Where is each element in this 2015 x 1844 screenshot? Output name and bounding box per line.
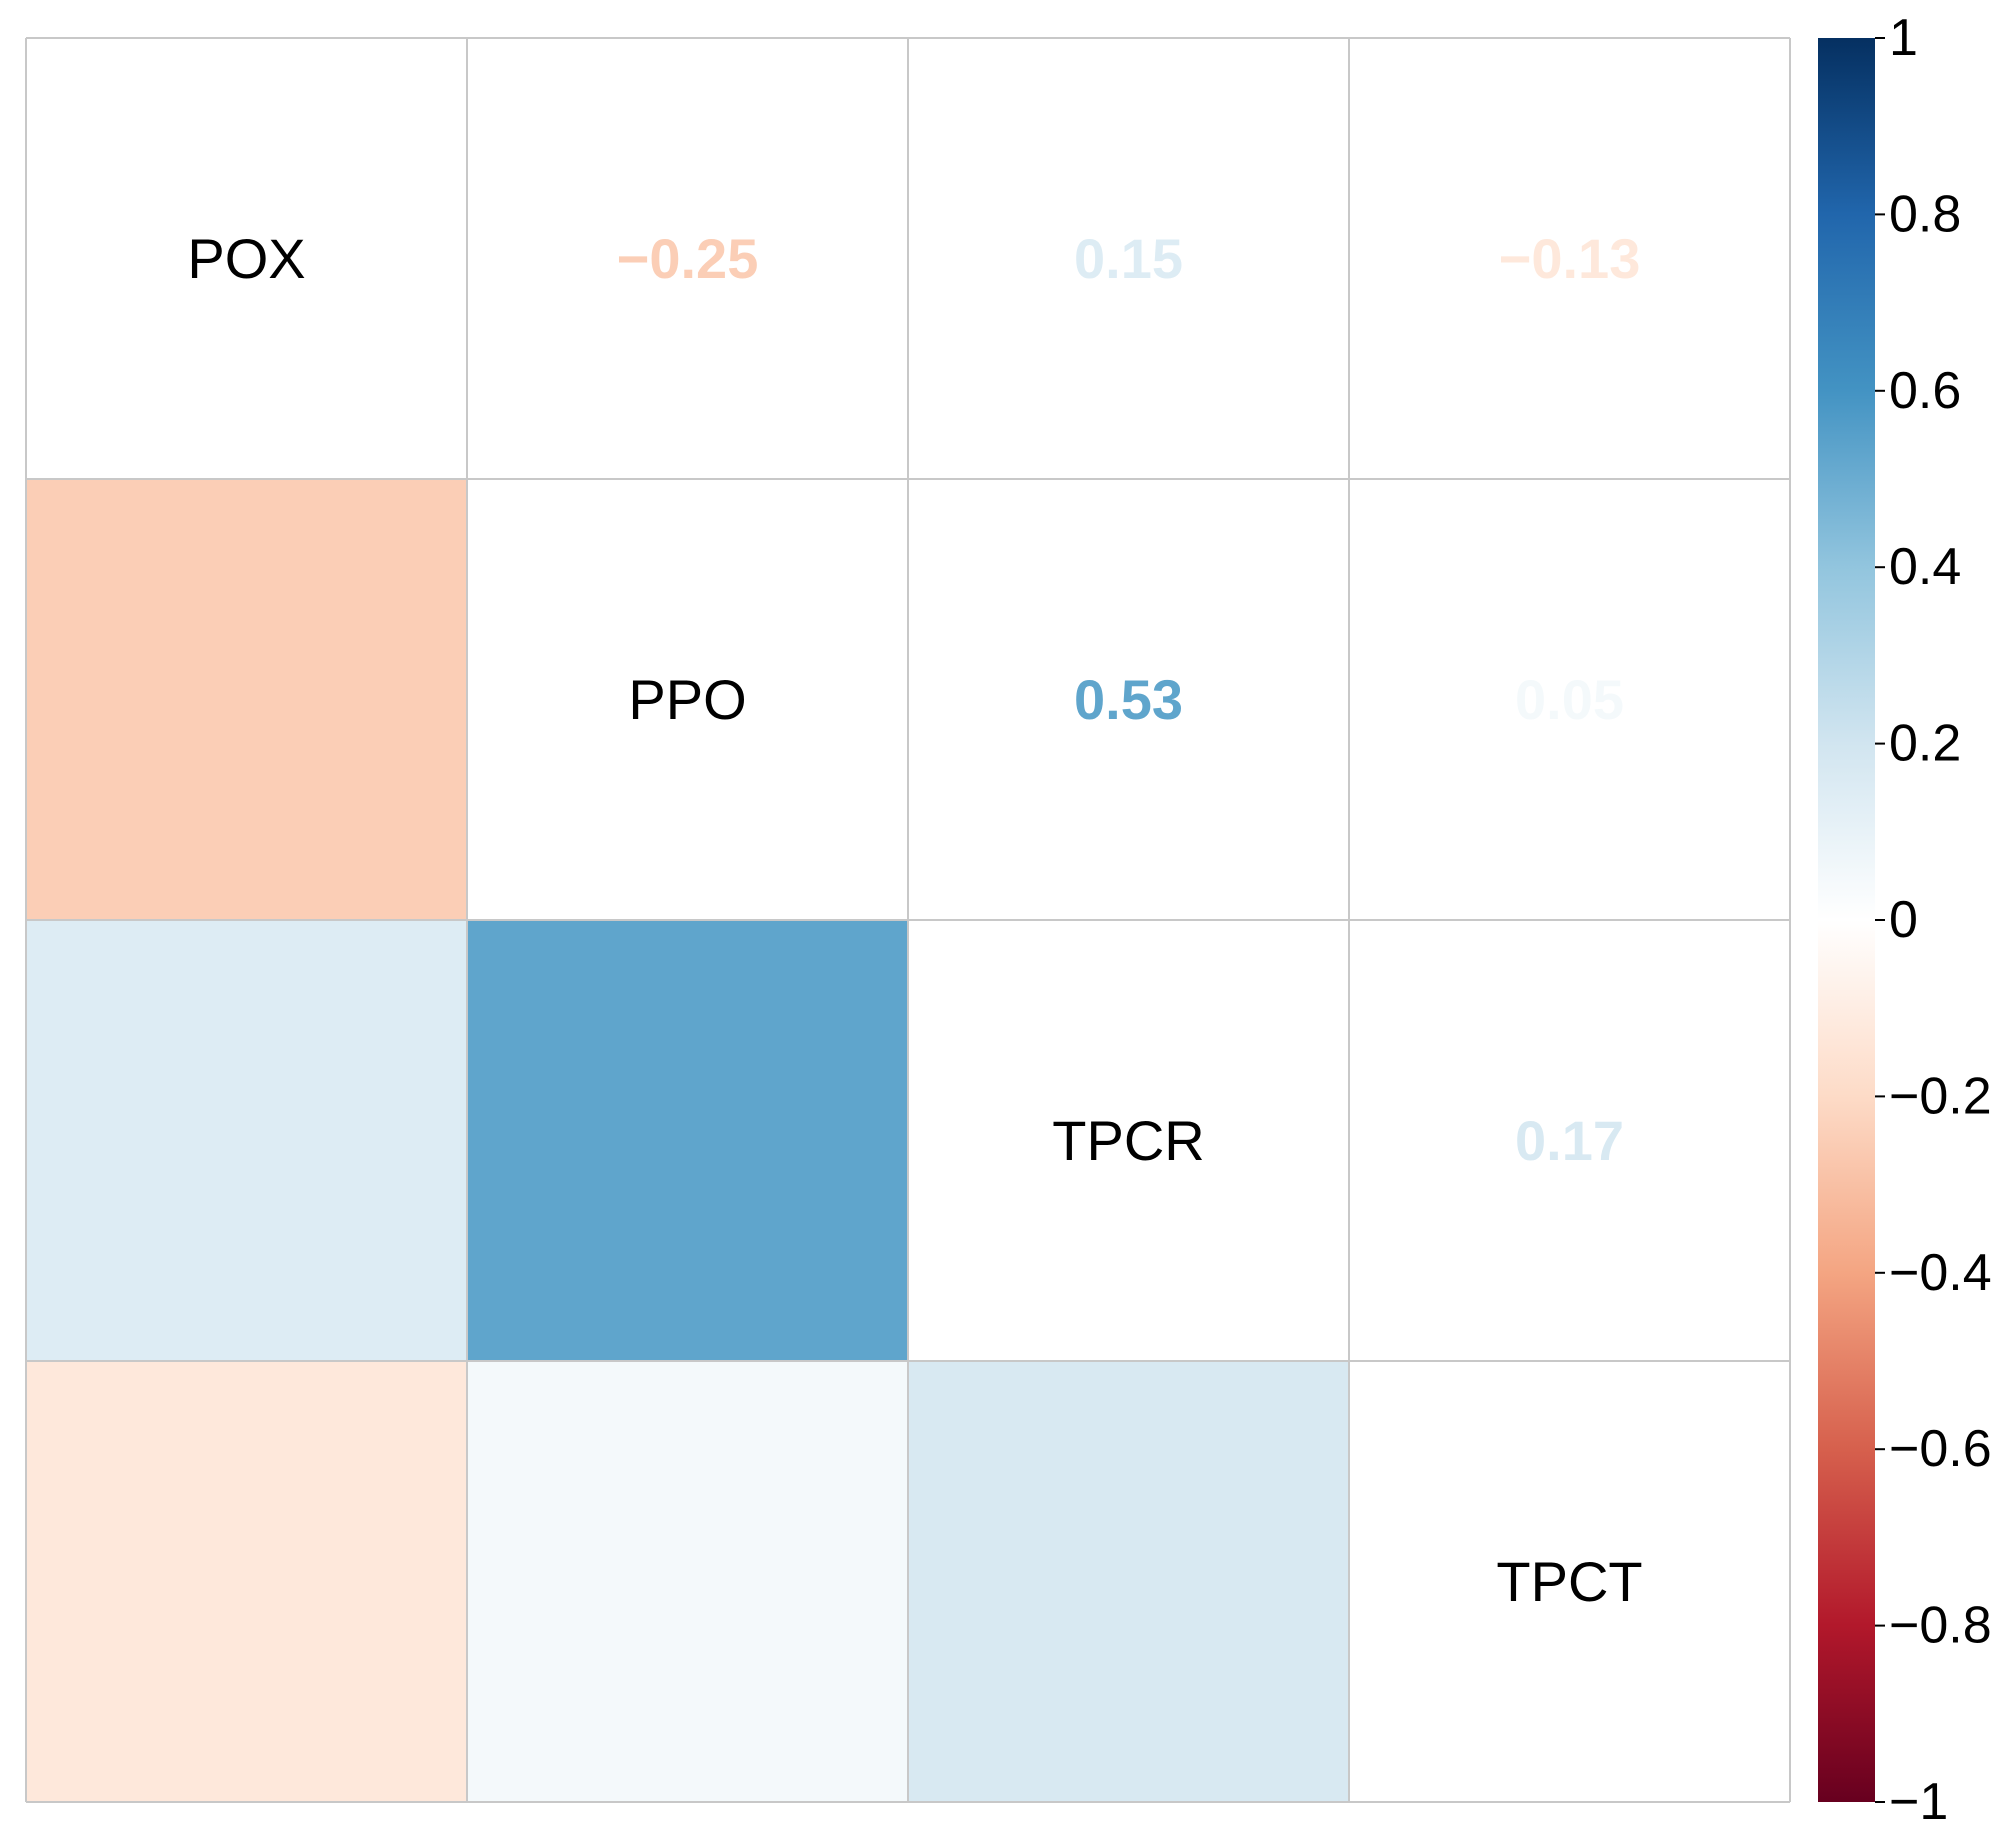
colorbar-tick-label: −0.6 <box>1889 1420 1992 1478</box>
colorbar-tick-label: 0.4 <box>1889 538 1961 596</box>
heatmap-cell-0-0 <box>26 38 467 479</box>
colorbar: 1 0.8 0.6 0.4 0.2 0 −0.2 −0.4 −0.6 −0.8 −1 <box>1818 9 1992 1831</box>
heatmap-cell-2-2 <box>908 920 1349 1361</box>
coefficient-label: 0.53 <box>1074 668 1183 731</box>
colorbar-tick-label: 0 <box>1889 891 1918 949</box>
heatmap-cell-1-2 <box>908 479 1349 920</box>
variable-label: PPO <box>628 668 746 731</box>
heatmap-cell-2-0 <box>26 920 467 1361</box>
heatmap-cell-1-3 <box>1349 479 1790 920</box>
coefficient-label: −0.13 <box>1499 227 1641 290</box>
heatmap-cell-3-0 <box>26 1361 467 1802</box>
colorbar-gradient <box>1818 38 1875 1802</box>
colorbar-tick-label: −1 <box>1889 1773 1948 1831</box>
heatmap-cell-3-3 <box>1349 1361 1790 1802</box>
variable-label: TPCT <box>1496 1550 1642 1613</box>
colorbar-tick-label: 1 <box>1889 9 1918 67</box>
variable-label: TPCR <box>1052 1109 1204 1172</box>
colorbar-tick-label: 0.2 <box>1889 715 1961 773</box>
heatmap-cell-0-1 <box>467 38 908 479</box>
colorbar-tick-label: −0.8 <box>1889 1597 1992 1655</box>
coefficient-label: 0.15 <box>1074 227 1183 290</box>
coefficient-label: 0.17 <box>1515 1109 1624 1172</box>
heatmap-cell-2-1 <box>467 920 908 1361</box>
heatmap-labels: POX PPO TPCR TPCT −0.25 0.15 −0.13 0.53 0.05 0.17 <box>187 227 1642 1613</box>
colorbar-tick-label: 0.8 <box>1889 185 1961 243</box>
heatmap-cell-2-3 <box>1349 920 1790 1361</box>
colorbar-tick-label: −0.2 <box>1889 1067 1992 1125</box>
coefficient-label: −0.25 <box>617 227 759 290</box>
heatmap-grid <box>25 37 1791 1803</box>
heatmap-cell-0-3 <box>1349 38 1790 479</box>
heatmap-cell-0-2 <box>908 38 1349 479</box>
coefficient-label: 0.05 <box>1515 668 1624 731</box>
heatmap-cell-1-0 <box>26 479 467 920</box>
variable-label: POX <box>187 227 305 290</box>
colorbar-tick-label: −0.4 <box>1889 1244 1992 1302</box>
heatmap-cells <box>26 38 1790 1802</box>
heatmap-cell-1-1 <box>467 479 908 920</box>
heatmap-cell-3-2 <box>908 1361 1349 1802</box>
colorbar-tick-label: 0.6 <box>1889 362 1961 420</box>
heatmap-cell-3-1 <box>467 1361 908 1802</box>
